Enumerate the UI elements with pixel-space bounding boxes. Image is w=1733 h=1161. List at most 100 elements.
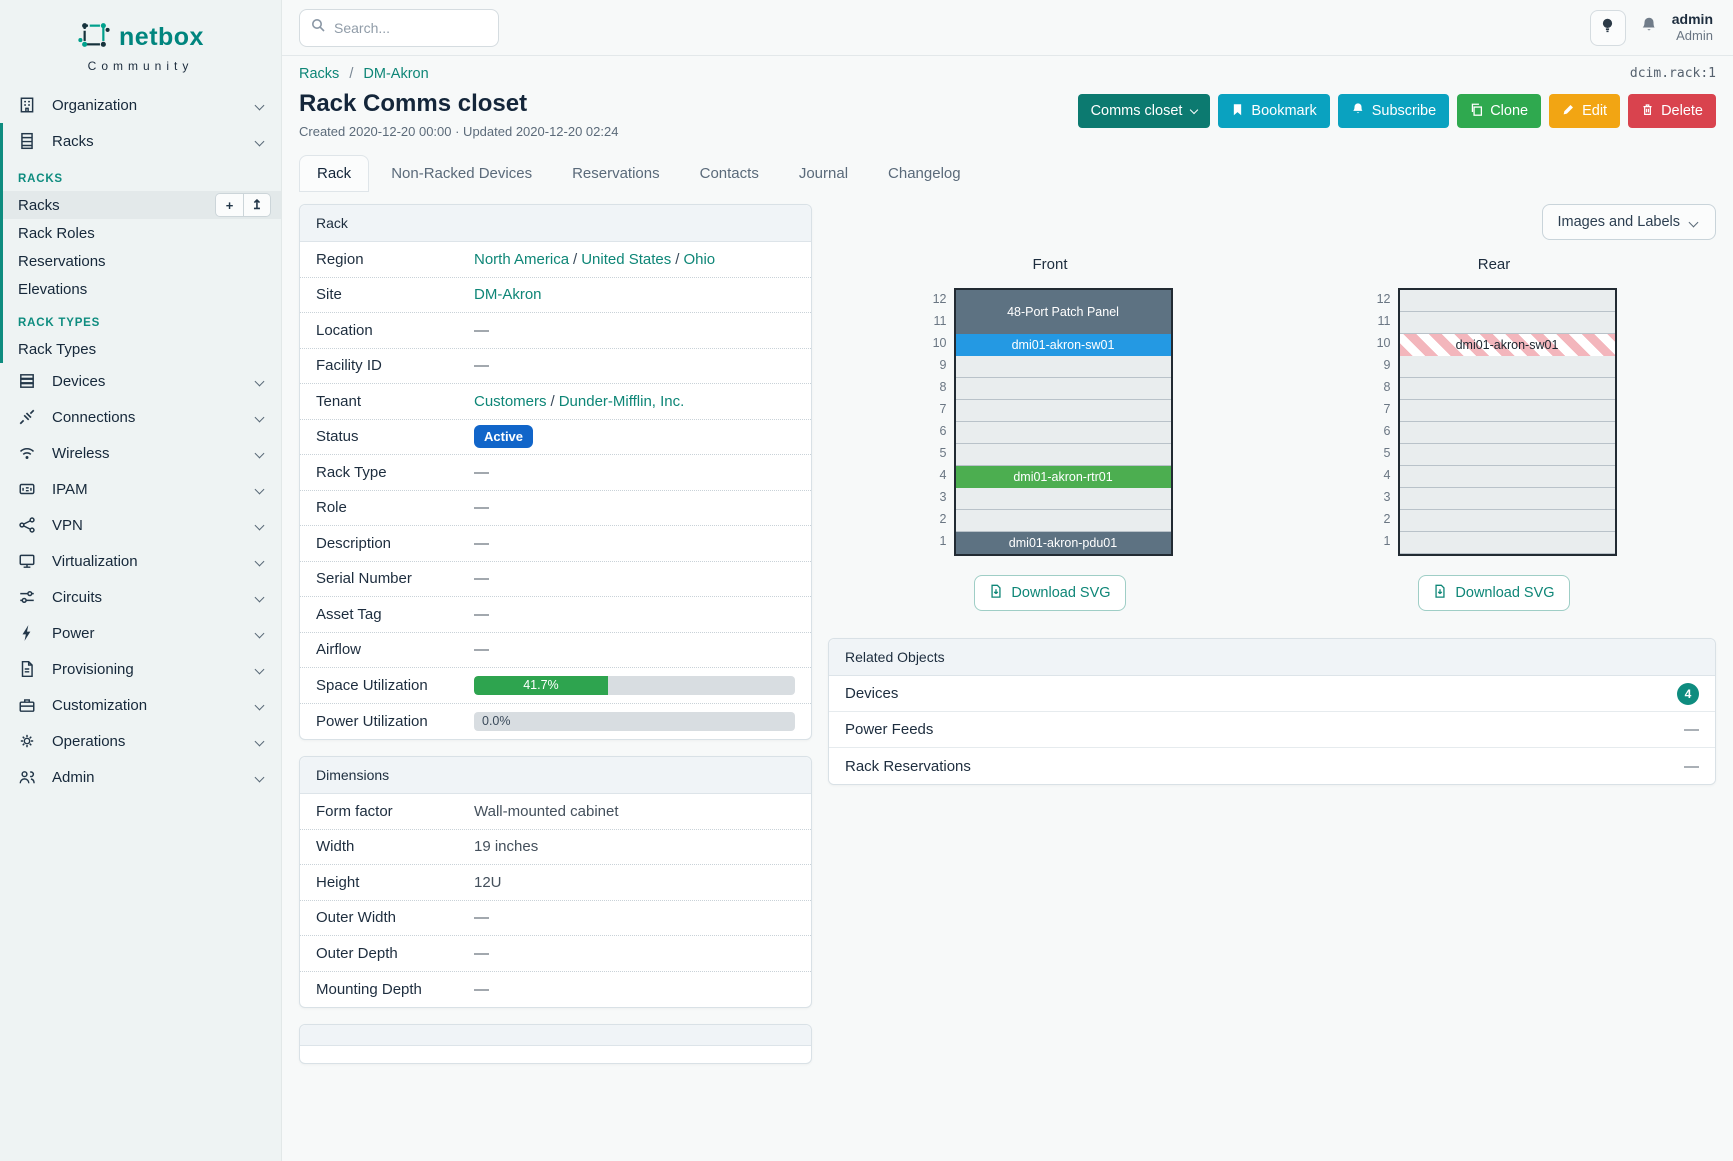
empty-rack-unit[interactable] bbox=[1399, 290, 1615, 312]
related-row-rack-reservations[interactable]: Rack Reservations — bbox=[829, 748, 1715, 784]
rack-device-dmi01-akron-pdu01[interactable]: dmi01-akron-pdu01 bbox=[955, 532, 1171, 554]
add-button[interactable]: + bbox=[216, 194, 243, 216]
chevron-down-icon bbox=[254, 628, 265, 638]
sidebar-item-devices[interactable]: Devices bbox=[0, 363, 281, 399]
sidebar-item-operations[interactable]: Operations bbox=[0, 723, 281, 759]
images-labels-dropdown[interactable]: Images and Labels bbox=[1542, 204, 1716, 240]
notifications-button[interactable] bbox=[1640, 16, 1658, 39]
sidebar-item-circuits[interactable]: Circuits bbox=[0, 579, 281, 615]
sidebar-item-provisioning[interactable]: Provisioning bbox=[0, 651, 281, 687]
netbox-logo[interactable]: netbox Community bbox=[0, 10, 281, 87]
rack-device-48-port-patch-panel[interactable]: 48-Port Patch Panel bbox=[955, 290, 1171, 334]
empty-rack-unit[interactable] bbox=[1399, 510, 1615, 532]
empty-rack-unit[interactable] bbox=[1399, 532, 1615, 554]
link-united-states[interactable]: United States bbox=[581, 250, 672, 268]
rack-device-dmi01-akron-sw01[interactable]: dmi01-akron-sw01 bbox=[1399, 334, 1615, 356]
bookmark-button[interactable]: Bookmark bbox=[1218, 94, 1330, 128]
detail-row-form-factor: Form factor Wall-mounted cabinet bbox=[300, 794, 811, 830]
sidebar-link-rack-types[interactable]: Rack Types bbox=[18, 340, 97, 358]
empty-rack-unit[interactable] bbox=[955, 378, 1171, 400]
related-row-devices[interactable]: Devices 4 bbox=[829, 676, 1715, 712]
clone-button[interactable]: Clone bbox=[1457, 94, 1542, 128]
empty-rack-unit[interactable] bbox=[1399, 378, 1615, 400]
object-id: dcim.rack:1 bbox=[1629, 66, 1716, 81]
tab-journal[interactable]: Journal bbox=[798, 165, 849, 182]
rack-device-dmi01-akron-rtr01[interactable]: dmi01-akron-rtr01 bbox=[955, 466, 1171, 488]
sidebar-item-admin[interactable]: Admin bbox=[0, 759, 281, 795]
file-download-icon bbox=[989, 584, 1003, 602]
empty-rack-unit[interactable] bbox=[1399, 466, 1615, 488]
empty-rack-unit[interactable] bbox=[1399, 312, 1615, 334]
empty-rack-unit[interactable] bbox=[1399, 400, 1615, 422]
import-button[interactable]: ↥ bbox=[243, 194, 270, 216]
user-name: admin bbox=[1671, 11, 1713, 28]
theme-toggle-button[interactable] bbox=[1589, 9, 1626, 46]
tab-contacts[interactable]: Contacts bbox=[699, 165, 759, 182]
empty-rack-unit[interactable] bbox=[955, 444, 1171, 466]
unit-number: 10 bbox=[932, 336, 947, 350]
sidebar-item-racks[interactable]: Racks bbox=[0, 123, 281, 159]
operations-icon bbox=[18, 732, 38, 750]
breadcrumb-site[interactable]: DM-Akron bbox=[363, 66, 429, 82]
sidebar-link-rack-roles[interactable]: Rack Roles bbox=[18, 224, 95, 242]
tab-reservations[interactable]: Reservations bbox=[572, 165, 660, 182]
detail-row-rack-type: Rack Type — bbox=[300, 455, 811, 491]
empty-rack-unit[interactable] bbox=[955, 356, 1171, 378]
user-role: Admin bbox=[1676, 28, 1713, 44]
empty-rack-unit[interactable] bbox=[1399, 356, 1615, 378]
link-dunder-mifflin-inc-[interactable]: Dunder-Mifflin, Inc. bbox=[558, 392, 685, 410]
tab-changelog[interactable]: Changelog bbox=[888, 165, 961, 182]
sidebar-item-ipam[interactable]: IPAM bbox=[0, 471, 281, 507]
rack-device-dmi01-akron-sw01[interactable]: dmi01-akron-sw01 bbox=[955, 334, 1171, 356]
action-buttons: Comms closet Bookmark Subscribe bbox=[1077, 94, 1716, 128]
delete-button[interactable]: Delete bbox=[1628, 94, 1716, 128]
tab-rack[interactable]: Rack bbox=[299, 155, 370, 192]
empty-rack-unit[interactable] bbox=[1399, 422, 1615, 444]
left-column: Rack Region North America / United States / O… bbox=[299, 204, 812, 1064]
related-row-power-feeds[interactable]: Power Feeds — bbox=[829, 712, 1715, 748]
chevron-down-icon bbox=[1190, 105, 1199, 115]
empty-rack-unit[interactable] bbox=[1399, 488, 1615, 510]
edit-button[interactable]: Edit bbox=[1549, 94, 1621, 128]
sidebar-item-power[interactable]: Power bbox=[0, 615, 281, 651]
dimensions-panel-title: Dimensions bbox=[300, 757, 811, 794]
unit-number: 7 bbox=[1383, 402, 1391, 416]
sidebar-item-vpn[interactable]: VPN bbox=[0, 507, 281, 543]
link-customers[interactable]: Customers bbox=[474, 392, 547, 410]
subscribe-button[interactable]: Subscribe bbox=[1337, 94, 1450, 128]
sidebar-item-connections[interactable]: Connections bbox=[0, 399, 281, 435]
rear-rack-diagram: dmi01-akron-sw01 bbox=[1397, 288, 1617, 556]
link-dm-akron[interactable]: DM-Akron bbox=[474, 286, 542, 304]
unit-number: 11 bbox=[933, 314, 947, 328]
user-menu[interactable]: admin Admin bbox=[1672, 11, 1713, 43]
download-svg-rear-button[interactable]: Download SVG bbox=[1418, 575, 1570, 611]
sidebar-item-organization[interactable]: Organization bbox=[0, 87, 281, 123]
sidebar-link-elevations[interactable]: Elevations bbox=[18, 280, 88, 298]
chevron-down-icon bbox=[254, 484, 265, 494]
link-ohio[interactable]: Ohio bbox=[683, 250, 716, 268]
link-north-america[interactable]: North America bbox=[474, 250, 570, 268]
page-meta: Created 2020-12-20 00:00 · Updated 2020-… bbox=[299, 124, 619, 139]
detail-row-asset-tag: Asset Tag — bbox=[300, 597, 811, 633]
search-input[interactable] bbox=[334, 19, 474, 36]
sidebar-link-reservations[interactable]: Reservations bbox=[18, 252, 106, 270]
wireless-icon bbox=[18, 444, 38, 462]
download-svg-front-button[interactable]: Download SVG bbox=[974, 575, 1126, 611]
breadcrumb-racks[interactable]: Racks bbox=[299, 66, 340, 82]
empty-rack-unit[interactable] bbox=[955, 510, 1171, 532]
right-column: Images and Labels Front 12 11 10 9 8 7 6 5 4 3 2 1 … bbox=[828, 204, 1716, 1064]
rack-name-dropdown-button[interactable]: Comms closet bbox=[1077, 94, 1211, 128]
sidebar-link-racks[interactable]: Racks + ↥ bbox=[0, 191, 281, 219]
rack-panel-title: Rack bbox=[300, 205, 811, 242]
unit-number: 2 bbox=[939, 512, 947, 526]
sidebar-item-customization[interactable]: Customization bbox=[0, 687, 281, 723]
detail-row-role: Role — bbox=[300, 491, 811, 526]
sidebar-item-virtualization[interactable]: Virtualization bbox=[0, 543, 281, 579]
empty-rack-unit[interactable] bbox=[955, 400, 1171, 422]
sidebar-item-wireless[interactable]: Wireless bbox=[0, 435, 281, 471]
empty-rack-unit[interactable] bbox=[955, 488, 1171, 510]
tab-non-racked-devices[interactable]: Non-Racked Devices bbox=[391, 165, 533, 182]
empty-rack-unit[interactable] bbox=[955, 422, 1171, 444]
progress-bar: 41.7% bbox=[474, 675, 795, 695]
empty-rack-unit[interactable] bbox=[1399, 444, 1615, 466]
